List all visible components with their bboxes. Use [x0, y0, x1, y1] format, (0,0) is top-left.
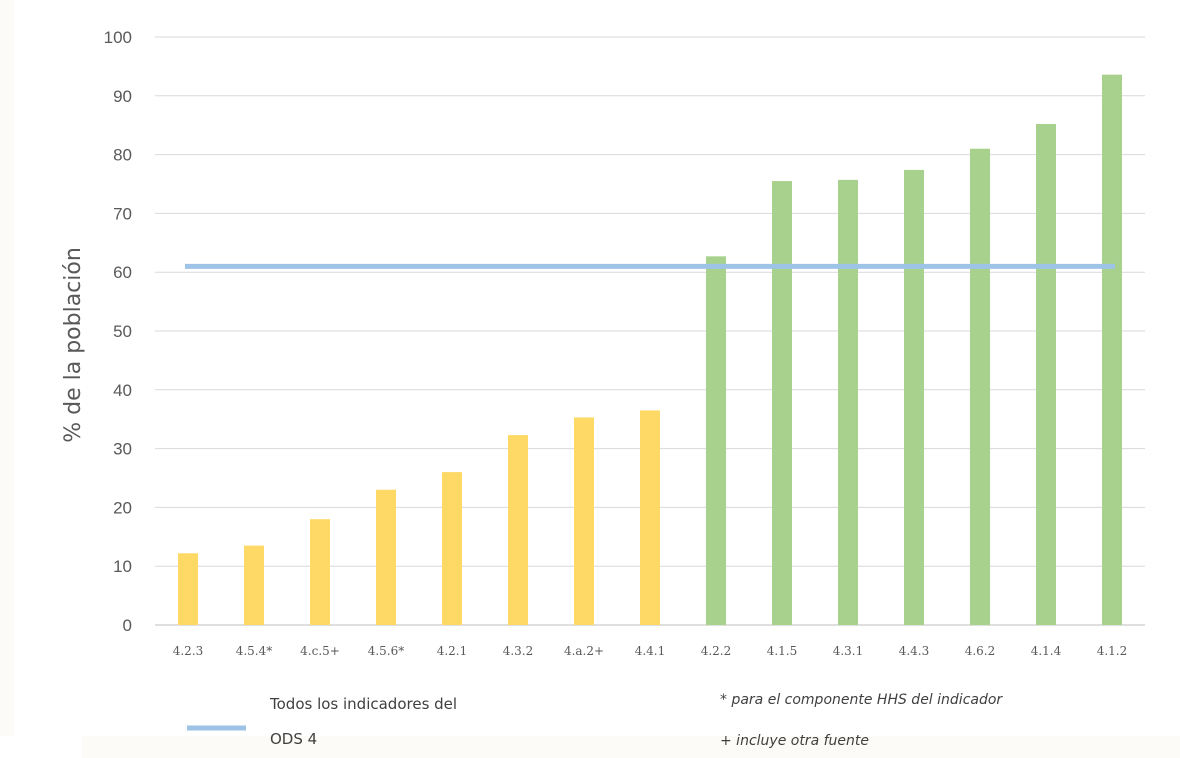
y-tick-label: 20 [113, 498, 132, 517]
plot-area-background [14, 0, 1180, 736]
note-plus: + incluye otra fuente [720, 733, 869, 749]
y-tick-label: 70 [113, 204, 132, 223]
x-tick-label: 4.3.2 [503, 644, 534, 658]
x-tick-label: 4.1.5 [767, 644, 798, 658]
x-tick-label: 4.1.4 [1031, 644, 1062, 658]
x-tick-label: 4.4.1 [635, 644, 666, 658]
bars [178, 74, 1122, 626]
y-tick-label: 80 [113, 146, 132, 165]
x-tick-label: 4.6.2 [965, 644, 996, 658]
bar [640, 410, 660, 625]
bar [442, 472, 462, 625]
y-tick-label: 100 [104, 28, 132, 47]
bar [970, 148, 990, 625]
bar [772, 181, 792, 625]
x-tick-label: 4.5.4* [236, 644, 273, 658]
bar [1102, 74, 1122, 625]
y-tick-label: 90 [113, 87, 132, 106]
x-tick-label: 4.c.5+ [300, 644, 340, 658]
bar [376, 489, 396, 625]
bar [904, 169, 924, 625]
bar [706, 256, 726, 625]
x-tick-label: 4.3.1 [833, 644, 864, 658]
x-tick-label: 4.5.6* [368, 644, 405, 658]
y-axis-title: % de la población [61, 247, 86, 443]
y-tick-label: 10 [113, 557, 132, 576]
x-tick-label: 4.a.2+ [564, 644, 604, 658]
background-strip [0, 736, 82, 758]
bar [244, 545, 264, 625]
x-tick-label: 4.2.1 [437, 644, 468, 658]
x-axis-ticks: 4.2.3 4.5.4* 4.c.5+ 4.5.6* 4.2.1 4.3.2 4.a.2+ 4… [173, 644, 1128, 658]
x-tick-label: 4.4.3 [899, 644, 930, 658]
legend-label-line1: Todos los indicadores del [269, 695, 457, 713]
y-tick-label: 0 [123, 616, 132, 635]
y-tick-label: 60 [113, 263, 132, 282]
bar [574, 417, 594, 625]
y-tick-label: 50 [113, 322, 132, 341]
bar [178, 553, 198, 625]
y-tick-label: 40 [113, 381, 132, 400]
x-tick-label: 4.2.2 [701, 644, 732, 658]
x-tick-label: 4.2.3 [173, 644, 204, 658]
bar [310, 519, 330, 625]
legend-label-line2: ODS 4 [270, 730, 317, 748]
bar [508, 435, 528, 625]
bar [838, 179, 858, 625]
y-tick-label: 30 [113, 440, 132, 459]
bar [1036, 124, 1056, 626]
y-axis-ticks: 0 10 20 30 40 50 60 70 80 90 100 [104, 28, 132, 635]
note-asterisk: * para el componente HHS del indicador [720, 692, 1003, 708]
x-tick-label: 4.1.2 [1097, 644, 1128, 658]
